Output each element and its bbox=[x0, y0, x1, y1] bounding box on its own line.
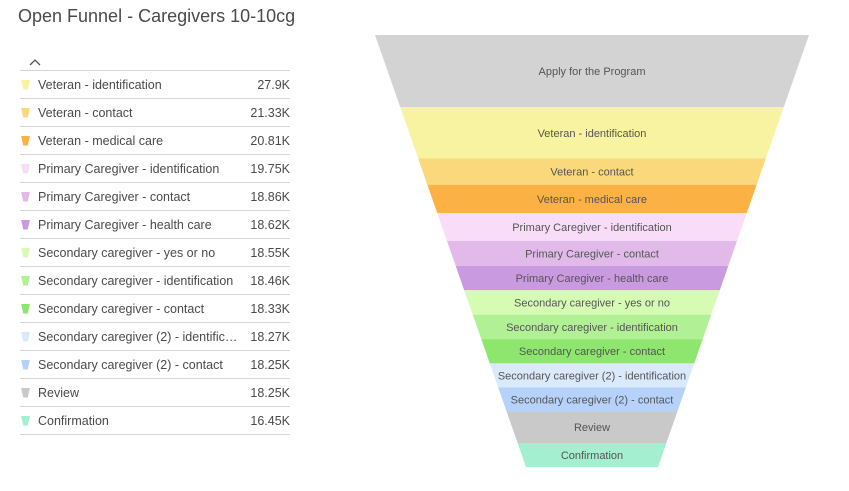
funnel-stage[interactable] bbox=[400, 107, 784, 159]
legend-swatch-icon bbox=[21, 135, 30, 146]
legend-value: 19.75K bbox=[250, 161, 290, 176]
legend-value: 16.45K bbox=[250, 413, 290, 428]
funnel-stage-label: Secondary caregiver (2) - contact bbox=[511, 394, 674, 406]
legend-item[interactable]: Secondary caregiver - yes or no 18.55K bbox=[20, 239, 290, 267]
legend-value: 18.25K bbox=[250, 385, 290, 400]
funnel-stage[interactable] bbox=[455, 265, 729, 291]
sort-toggle[interactable] bbox=[27, 55, 43, 69]
funnel-stage-label: Review bbox=[574, 422, 610, 434]
legend-item[interactable]: Review 18.25K bbox=[20, 379, 290, 407]
legend-swatch-icon bbox=[21, 79, 30, 90]
funnel-legend: Veteran - identification 27.9K Veteran - c… bbox=[20, 70, 290, 435]
legend-value: 20.81K bbox=[250, 133, 290, 148]
funnel-stage[interactable] bbox=[472, 314, 712, 340]
legend-swatch-icon bbox=[21, 275, 30, 286]
funnel-stage[interactable] bbox=[506, 411, 678, 443]
funnel-stage-label: Primary Caregiver - contact bbox=[525, 248, 659, 260]
legend-swatch-icon bbox=[21, 387, 30, 398]
funnel-stage[interactable] bbox=[481, 339, 703, 364]
funnel-stage-label: Veteran - contact bbox=[550, 167, 633, 179]
legend-swatch-icon bbox=[21, 163, 30, 174]
legend-swatch-icon bbox=[21, 247, 30, 258]
funnel-stage-label: Veteran - identification bbox=[538, 128, 647, 140]
funnel-stage[interactable] bbox=[489, 363, 695, 388]
legend-value: 18.62K bbox=[250, 217, 290, 232]
funnel-stage[interactable] bbox=[437, 213, 747, 241]
funnel-stage[interactable] bbox=[418, 158, 766, 185]
legend-swatch-icon bbox=[21, 415, 30, 426]
legend-item[interactable]: Secondary caregiver - identification 18.4… bbox=[20, 267, 290, 295]
chart-title: Open Funnel - Caregivers 10-10cg bbox=[18, 6, 296, 26]
legend-value: 18.33K bbox=[250, 301, 290, 316]
legend-swatch-icon bbox=[21, 191, 30, 202]
funnel-stage[interactable] bbox=[464, 290, 720, 315]
funnel-top-stage[interactable] bbox=[375, 35, 809, 107]
funnel-stage-label: Primary Caregiver - health care bbox=[516, 273, 669, 285]
legend-value: 18.46K bbox=[250, 273, 290, 288]
funnel-stage-label: Veteran - medical care bbox=[537, 194, 647, 206]
funnel-stage[interactable] bbox=[427, 184, 757, 214]
chevron-up-icon bbox=[29, 58, 41, 66]
legend-item[interactable]: Primary Caregiver - contact 18.86K bbox=[20, 183, 290, 211]
legend-item[interactable]: Secondary caregiver (2) - contact 18.25K bbox=[20, 351, 290, 379]
legend-item[interactable]: Veteran - contact 21.33K bbox=[20, 99, 290, 127]
legend-value: 27.9K bbox=[257, 77, 290, 92]
legend-swatch-icon bbox=[21, 219, 30, 230]
funnel-stage[interactable] bbox=[517, 443, 667, 467]
funnel-stage-label: Secondary caregiver - yes or no bbox=[514, 297, 670, 309]
legend-value: 18.25K bbox=[250, 357, 290, 372]
funnel-stage[interactable] bbox=[446, 240, 738, 266]
funnel-stage-label: Secondary caregiver (2) - identification bbox=[498, 370, 686, 382]
funnel-stage-label: Secondary caregiver - contact bbox=[519, 346, 665, 358]
legend-item[interactable]: Secondary caregiver (2) - identification… bbox=[20, 323, 290, 351]
legend-item[interactable]: Secondary caregiver - contact 18.33K bbox=[20, 295, 290, 323]
legend-swatch-icon bbox=[21, 303, 30, 314]
legend-item[interactable]: Veteran - identification 27.9K bbox=[20, 71, 290, 99]
funnel-stage-label: Confirmation bbox=[561, 450, 623, 462]
legend-value: 18.86K bbox=[250, 189, 290, 204]
funnel-stage[interactable] bbox=[498, 387, 686, 412]
legend-value: 18.27K bbox=[250, 329, 290, 344]
legend-value: 18.55K bbox=[250, 245, 290, 260]
legend-swatch-icon bbox=[21, 331, 30, 342]
funnel-stage-label: Primary Caregiver - identification bbox=[512, 222, 672, 234]
funnel-top-stage-label: Apply for the Program bbox=[539, 66, 646, 78]
legend-value: 21.33K bbox=[250, 105, 290, 120]
legend-item[interactable]: Primary Caregiver - identification 19.75K bbox=[20, 155, 290, 183]
legend-item[interactable]: Veteran - medical care 20.81K bbox=[20, 127, 290, 155]
legend-item[interactable]: Confirmation 16.45K bbox=[20, 407, 290, 435]
funnel-stage-label: Secondary caregiver - identification bbox=[506, 322, 678, 334]
legend-swatch-icon bbox=[21, 107, 30, 118]
legend-swatch-icon bbox=[21, 359, 30, 370]
legend-item[interactable]: Primary Caregiver - health care 18.62K bbox=[20, 211, 290, 239]
